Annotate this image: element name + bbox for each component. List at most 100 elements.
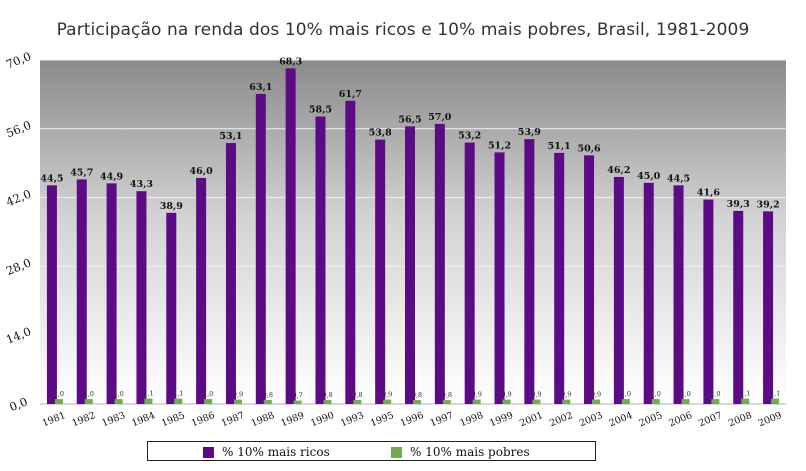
data-label-pobres: 0,9 (591, 391, 601, 399)
legend-label-pobres: % 10% mais pobres (410, 445, 530, 459)
bar-ricos (225, 143, 236, 404)
x-tick-label: 1985 (160, 410, 187, 429)
data-label-pobres: 0,8 (263, 391, 273, 399)
data-label-ricos: 44,5 (40, 173, 63, 184)
data-label-pobres: 1,0 (54, 390, 64, 398)
bar-pobres (383, 399, 392, 404)
legend-label-ricos: % 10% mais ricos (222, 445, 330, 459)
bar-pobres (293, 400, 302, 404)
legend-item-ricos: % 10% mais ricos (203, 444, 330, 460)
data-label-pobres: 0,9 (472, 391, 482, 399)
data-label-pobres: 1,0 (203, 390, 213, 398)
data-label-pobres: 0,9 (501, 391, 511, 399)
data-label-pobres: 1,0 (680, 390, 690, 398)
data-label-pobres: 0,8 (442, 391, 452, 399)
bar-pobres (651, 399, 660, 404)
x-tick-label: 1988 (250, 410, 277, 429)
x-tick-label: 1982 (71, 410, 98, 429)
bar-ricos (136, 191, 147, 404)
bar-pobres (263, 400, 272, 404)
y-tick-label: 42,0 (4, 187, 33, 210)
bar-pobres (681, 399, 690, 404)
bar-pobres (204, 399, 213, 404)
bar-ricos (703, 199, 714, 404)
bar-pobres (114, 399, 123, 404)
chart-title: Participação na renda dos 10% mais ricos… (56, 20, 750, 40)
bar-ricos (643, 182, 654, 404)
bar-pobres (144, 398, 153, 404)
chart-legend: % 10% mais ricos % 10% mais pobres (147, 441, 596, 461)
y-tick-label: 28,0 (4, 255, 33, 278)
data-label-pobres: 1,0 (621, 390, 631, 398)
x-tick-label: 2003 (578, 410, 605, 429)
x-tick-label: 2007 (697, 410, 724, 429)
bar-ricos (106, 183, 117, 404)
x-tick-label: 2008 (727, 410, 754, 429)
bar-ricos (255, 93, 266, 404)
data-label-pobres: 0,8 (412, 391, 422, 399)
data-label-ricos: 44,9 (100, 171, 124, 182)
x-tick-label: 1983 (100, 410, 127, 429)
x-tick-label: 1998 (458, 410, 485, 429)
bar-ricos (613, 176, 624, 404)
data-label-ricos: 39,3 (727, 199, 750, 210)
bar-pobres (771, 398, 780, 404)
x-tick-label: 1990 (309, 410, 336, 429)
bar-ricos (763, 211, 774, 404)
x-tick-label: 2005 (638, 410, 665, 429)
bar-pobres (592, 399, 601, 404)
bar-ricos (554, 152, 565, 404)
data-label-ricos: 46,2 (607, 165, 630, 176)
bar-ricos (196, 177, 207, 404)
bar-pobres (741, 398, 750, 404)
bar-ricos (166, 212, 177, 404)
data-label-pobres: 1,0 (84, 390, 94, 398)
data-label-ricos: 57,0 (428, 112, 452, 123)
data-label-pobres: 0,9 (561, 391, 571, 399)
x-tick-label: 1993 (339, 410, 366, 429)
bar-ricos (584, 155, 595, 404)
data-label-ricos: 51,1 (548, 141, 571, 152)
data-label-ricos: 63,1 (249, 82, 272, 93)
bar-ricos (733, 210, 744, 404)
x-tick-label: 1997 (429, 410, 456, 429)
bar-ricos (524, 139, 535, 404)
x-tick-label: 2001 (518, 410, 545, 429)
bar-pobres (174, 398, 183, 404)
x-tick-label: 2009 (757, 410, 784, 429)
x-tick-label: 2004 (608, 410, 635, 429)
bar-pobres (711, 399, 720, 404)
x-tick-label: 1999 (488, 410, 515, 429)
data-label-ricos: 41,6 (697, 188, 721, 199)
data-label-pobres: 1,1 (173, 390, 183, 398)
bar-ricos (405, 126, 415, 404)
bar-pobres (233, 399, 242, 404)
data-label-pobres: 0,8 (322, 391, 332, 399)
legend-swatch-pobres (391, 446, 402, 458)
x-tick-label: 1987 (220, 410, 247, 429)
data-label-ricos: 53,1 (219, 131, 242, 142)
bar-pobres (323, 400, 332, 404)
bar-ricos (494, 152, 505, 404)
data-label-pobres: 0,7 (292, 392, 302, 400)
bar-ricos (285, 68, 296, 405)
data-label-pobres: 1,0 (710, 390, 720, 398)
data-label-ricos: 68,3 (279, 56, 302, 67)
data-label-ricos: 53,9 (518, 127, 542, 138)
x-tick-label: 1996 (399, 410, 426, 429)
bar-ricos (673, 185, 684, 404)
bar-ricos (315, 116, 326, 404)
bar-pobres (621, 399, 630, 404)
bar-ricos (76, 179, 87, 404)
x-tick-label: 1981 (41, 410, 68, 429)
data-label-ricos: 38,9 (160, 201, 184, 212)
data-label-ricos: 53,8 (369, 128, 393, 139)
data-label-ricos: 58,5 (309, 105, 332, 116)
bar-ricos (46, 185, 57, 404)
data-label-pobres: 0,8 (352, 391, 362, 399)
bar-ricos (464, 142, 475, 404)
data-label-ricos: 50,6 (577, 143, 601, 154)
x-tick-label: 2006 (667, 410, 694, 429)
data-label-ricos: 39,2 (757, 199, 780, 210)
